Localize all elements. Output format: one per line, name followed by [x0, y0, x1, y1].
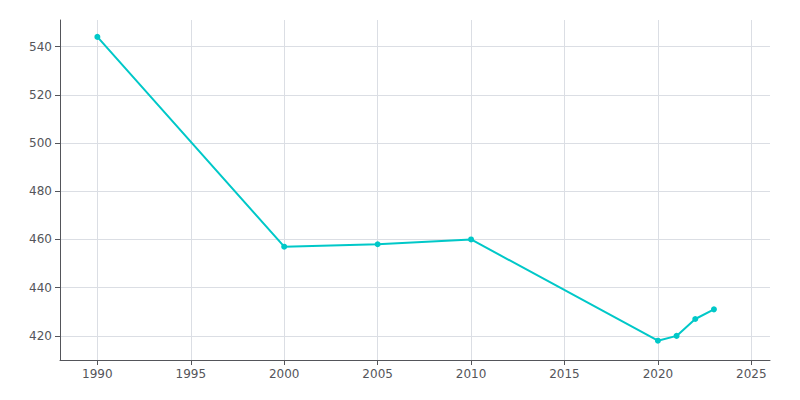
svg-text:540: 540 — [29, 40, 52, 54]
svg-text:520: 520 — [29, 88, 52, 102]
svg-text:1990: 1990 — [82, 367, 113, 381]
svg-text:420: 420 — [29, 329, 52, 343]
svg-text:2025: 2025 — [736, 367, 767, 381]
svg-text:480: 480 — [29, 184, 52, 198]
svg-text:2005: 2005 — [362, 367, 393, 381]
svg-text:2010: 2010 — [456, 367, 487, 381]
svg-text:2000: 2000 — [269, 367, 300, 381]
svg-text:1995: 1995 — [176, 367, 207, 381]
svg-text:2020: 2020 — [643, 367, 674, 381]
svg-text:440: 440 — [29, 281, 52, 295]
svg-text:460: 460 — [29, 232, 52, 246]
svg-text:2015: 2015 — [549, 367, 580, 381]
svg-text:500: 500 — [29, 136, 52, 150]
